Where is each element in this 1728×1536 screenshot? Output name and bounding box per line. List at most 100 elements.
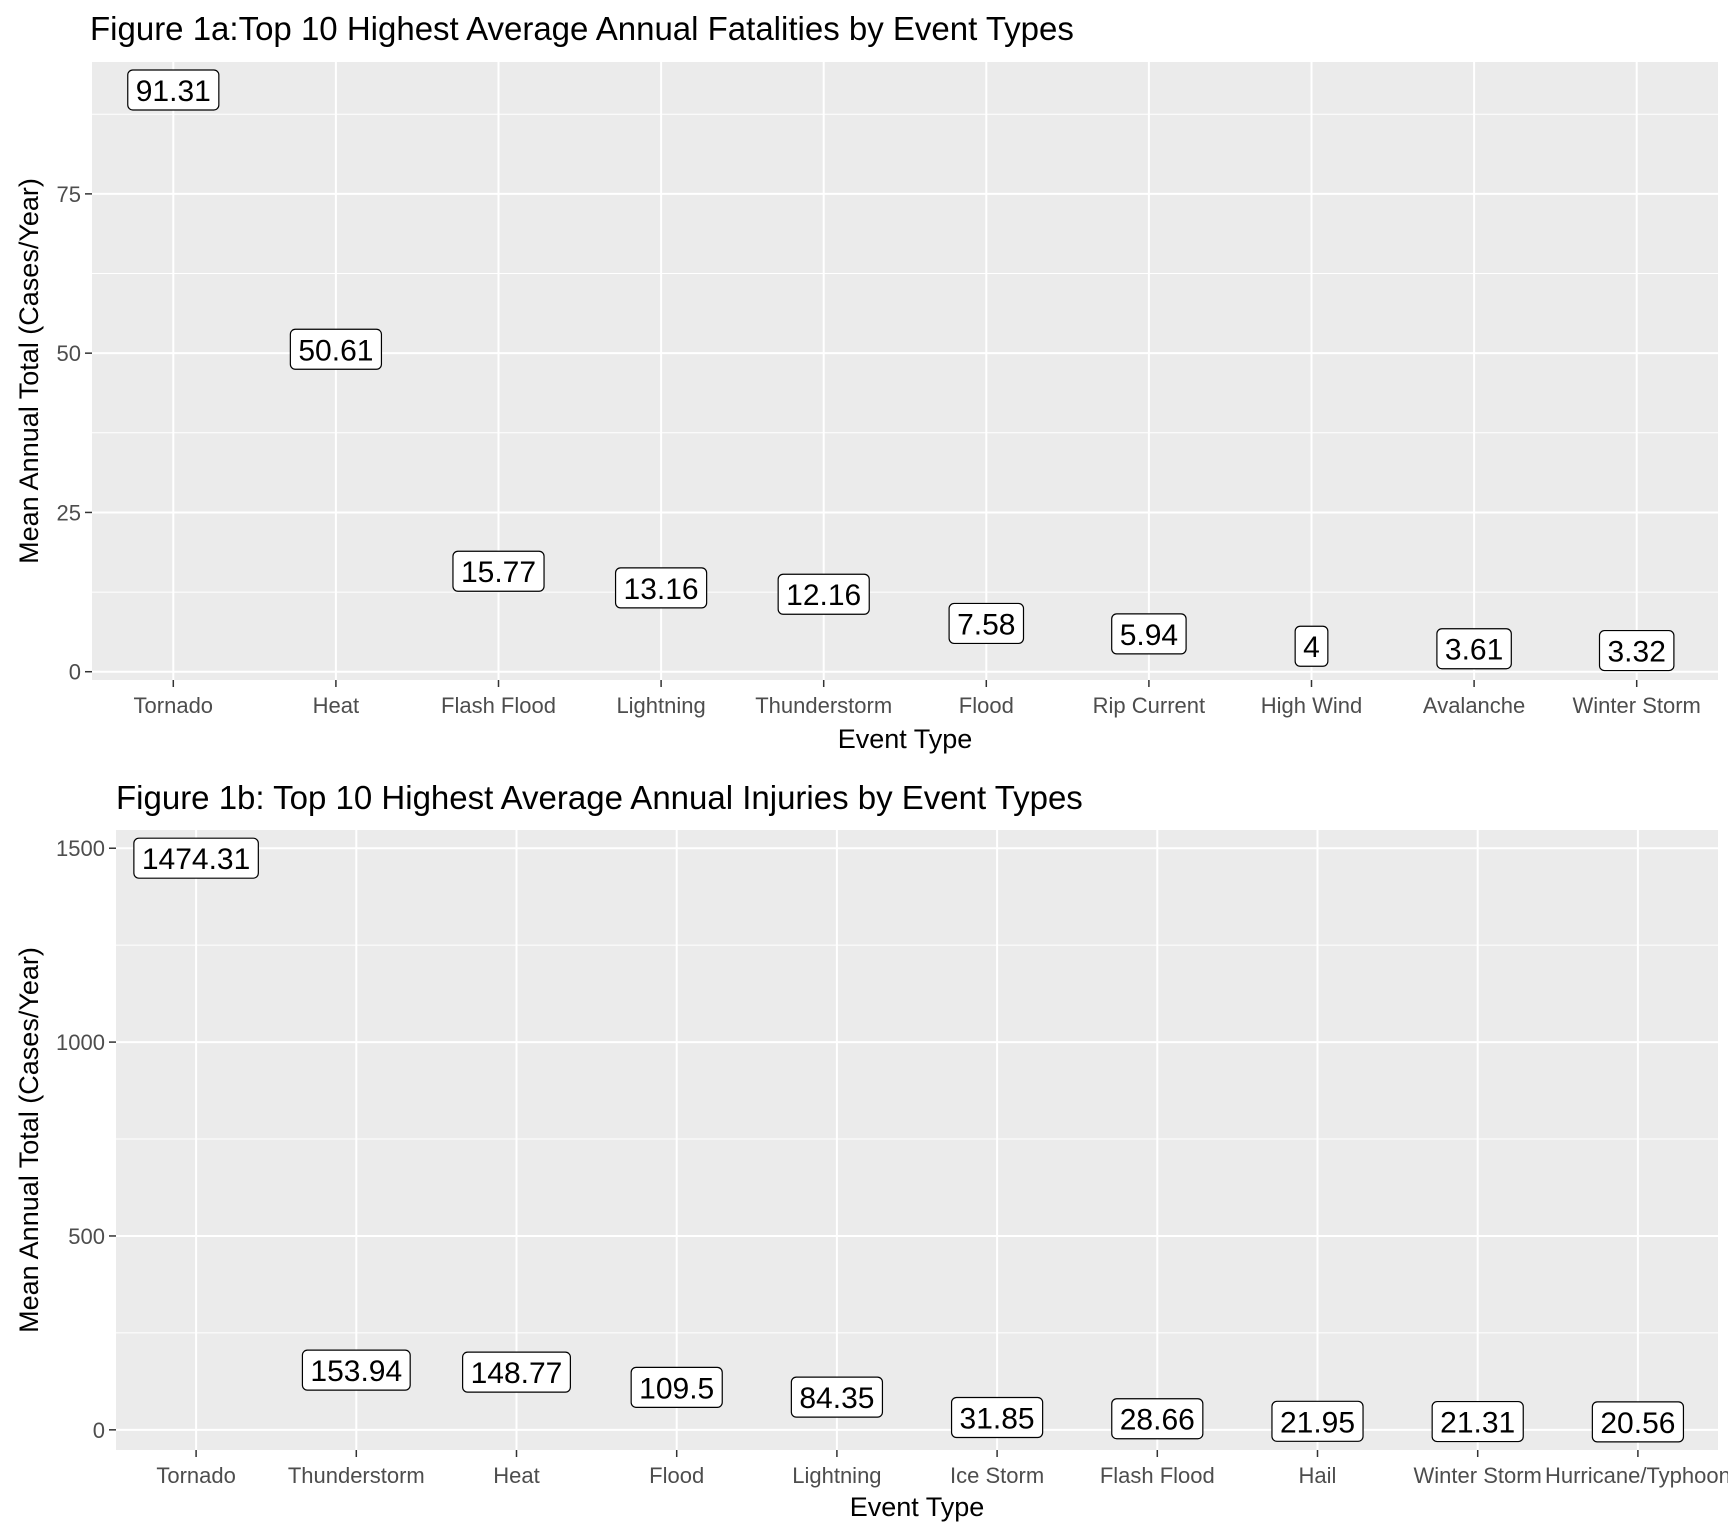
data-label-text: 5.94 bbox=[1120, 619, 1178, 652]
data-labels-injuries: 1474.31 153.94 148.77 109.5 84.35 31.85 28.66 2… bbox=[133, 837, 1685, 1443]
data-label-text: 4 bbox=[1303, 631, 1320, 664]
data-label: 84.35 bbox=[790, 1376, 884, 1418]
data-label-text: 3.61 bbox=[1445, 634, 1503, 667]
data-label-text: 84.35 bbox=[799, 1382, 874, 1415]
x-tick-label: Avalanche bbox=[1423, 693, 1525, 718]
x-tick-label: Flash Flood bbox=[1100, 1463, 1215, 1488]
data-label-text: 13.16 bbox=[624, 573, 699, 606]
data-label-box bbox=[630, 1366, 723, 1408]
y-axis-fatalities: 0 25 50 75 bbox=[57, 182, 92, 685]
x-tick-label: Thunderstorm bbox=[288, 1463, 425, 1488]
y-tick-label: 1000 bbox=[56, 1030, 105, 1055]
x-tick-label: Flood bbox=[649, 1463, 704, 1488]
x-tick-label: Lightning bbox=[616, 693, 705, 718]
x-tick-label: Heat bbox=[313, 693, 359, 718]
data-label: 12.16 bbox=[777, 573, 870, 615]
chart-title-injuries: Figure 1b: Top 10 Highest Average Annual… bbox=[116, 779, 1083, 816]
x-tick-label: Hail bbox=[1299, 1463, 1337, 1488]
data-labels-fatalities: 91.31 50.61 15.77 13.16 12.16 7.58 5.94 4 3.61 3.… bbox=[127, 69, 1675, 672]
data-label-box bbox=[133, 837, 259, 879]
x-tick-label: Rip Current bbox=[1093, 693, 1205, 718]
y-axis-title-fatalities: Mean Annual Total (Cases/Year) bbox=[14, 178, 44, 564]
y-tick-label: 500 bbox=[68, 1224, 105, 1249]
data-label-text: 20.56 bbox=[1600, 1407, 1675, 1440]
data-label: 21.31 bbox=[1431, 1400, 1524, 1443]
chart-panel-fatalities: Figure 1a:Top 10 Highest Average Annual … bbox=[14, 10, 1718, 754]
x-tick-label: Lightning bbox=[792, 1463, 881, 1488]
data-label-box bbox=[614, 567, 708, 609]
data-label-text: 148.77 bbox=[471, 1357, 563, 1390]
chart-title-fatalities: Figure 1a:Top 10 Highest Average Annual … bbox=[90, 10, 1074, 47]
y-tick-label: 50 bbox=[57, 341, 81, 366]
x-tick-label: Winter Storm bbox=[1414, 1463, 1542, 1488]
data-label-box bbox=[1111, 1398, 1204, 1440]
data-label: 20.56 bbox=[1591, 1401, 1685, 1443]
data-label-box bbox=[1271, 1400, 1364, 1442]
data-label: 7.58 bbox=[948, 602, 1025, 645]
data-label-box bbox=[790, 1376, 884, 1418]
plot-area-injuries bbox=[116, 830, 1718, 1450]
data-label-box bbox=[452, 550, 545, 592]
data-label-text: 7.58 bbox=[957, 608, 1015, 641]
data-label: 1474.31 bbox=[133, 837, 259, 879]
data-label-text: 91.31 bbox=[136, 75, 211, 108]
data-label-text: 153.94 bbox=[310, 1355, 402, 1388]
data-label: 4 bbox=[1294, 625, 1329, 667]
data-label: 148.77 bbox=[462, 1351, 571, 1393]
data-label-box bbox=[127, 69, 220, 111]
data-label: 21.95 bbox=[1271, 1400, 1364, 1442]
x-tick-label: Flood bbox=[959, 693, 1014, 718]
data-label-box bbox=[1436, 628, 1512, 670]
y-tick-label: 1500 bbox=[56, 836, 105, 861]
y-tick-label: 25 bbox=[57, 500, 81, 525]
y-tick-label: 0 bbox=[69, 660, 81, 685]
data-label-text: 50.61 bbox=[298, 334, 373, 367]
x-axis-fatalities: Tornado Heat Flash Flood Lightning Thunderst… bbox=[134, 680, 1701, 718]
data-label: 153.94 bbox=[301, 1349, 411, 1391]
data-label-text: 1474.31 bbox=[142, 843, 250, 876]
data-label: 3.32 bbox=[1598, 629, 1675, 672]
data-label-text: 3.32 bbox=[1608, 636, 1666, 669]
data-label-box bbox=[301, 1349, 411, 1391]
data-label: 50.61 bbox=[289, 328, 383, 370]
data-label-box bbox=[1598, 629, 1675, 672]
data-label-box bbox=[462, 1351, 571, 1393]
x-axis-title-fatalities: Event Type bbox=[838, 724, 973, 754]
x-tick-label: Winter Storm bbox=[1573, 693, 1701, 718]
data-label-box bbox=[950, 1396, 1044, 1439]
data-label-box bbox=[777, 573, 870, 615]
x-tick-label: Heat bbox=[493, 1463, 539, 1488]
data-label-box bbox=[1591, 1401, 1685, 1443]
y-axis-injuries: 0 500 1000 1500 bbox=[56, 836, 116, 1443]
x-axis-title-injuries: Event Type bbox=[850, 1492, 985, 1522]
data-label-text: 21.95 bbox=[1280, 1406, 1355, 1439]
data-label-box bbox=[948, 602, 1025, 645]
data-label-text: 31.85 bbox=[960, 1402, 1035, 1435]
data-label: 5.94 bbox=[1111, 613, 1187, 655]
plot-area-fatalities bbox=[92, 62, 1718, 680]
x-tick-label: High Wind bbox=[1261, 693, 1362, 718]
x-tick-label: Thunderstorm bbox=[755, 693, 892, 718]
data-label-box bbox=[1431, 1400, 1524, 1443]
data-label-text: 15.77 bbox=[461, 556, 536, 589]
data-label: 3.61 bbox=[1436, 628, 1512, 670]
x-axis-injuries: Tornado Thunderstorm Heat Flood Lightning Ice… bbox=[156, 1450, 1728, 1488]
data-label: 109.5 bbox=[630, 1366, 723, 1408]
x-tick-label: Ice Storm bbox=[950, 1463, 1044, 1488]
y-tick-label: 0 bbox=[93, 1418, 105, 1443]
data-label-text: 109.5 bbox=[639, 1372, 714, 1405]
data-label: 31.85 bbox=[950, 1396, 1044, 1439]
data-label: 15.77 bbox=[452, 550, 545, 592]
x-tick-label: Hurricane/Typhoon bbox=[1545, 1463, 1728, 1488]
y-tick-label: 75 bbox=[57, 182, 81, 207]
y-axis-title-injuries: Mean Annual Total (Cases/Year) bbox=[14, 947, 44, 1333]
data-label-box bbox=[1294, 625, 1329, 667]
x-tick-label: Flash Flood bbox=[441, 693, 556, 718]
data-label: 91.31 bbox=[127, 69, 220, 111]
data-label-text: 12.16 bbox=[786, 579, 861, 612]
data-label-text: 28.66 bbox=[1120, 1404, 1195, 1437]
x-tick-label: Tornado bbox=[134, 693, 214, 718]
data-label-box bbox=[289, 328, 383, 370]
data-label-box bbox=[1111, 613, 1187, 655]
